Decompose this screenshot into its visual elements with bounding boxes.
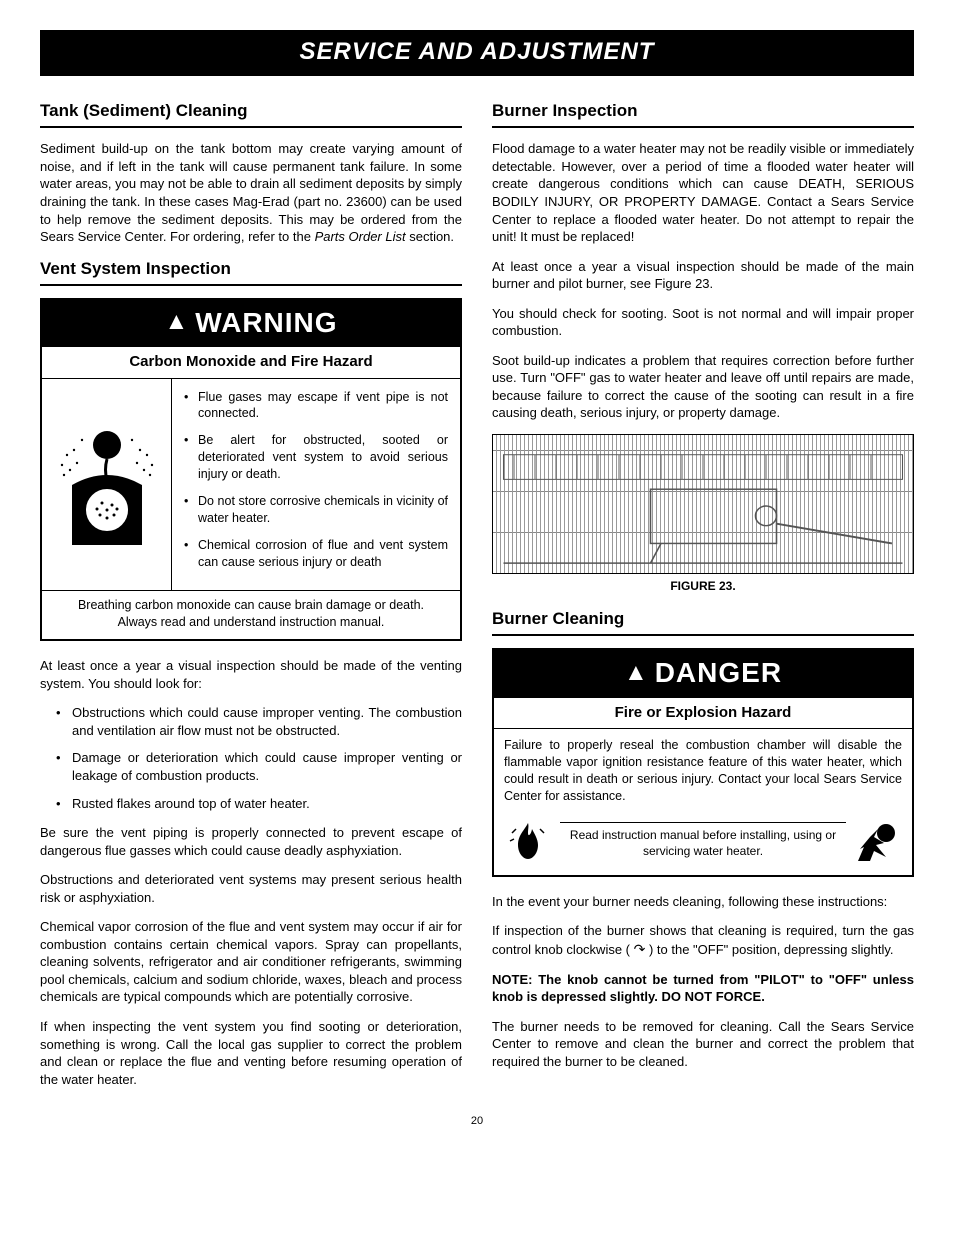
warning-bullet: Flue gases may escape if vent pipe is no… bbox=[184, 389, 448, 423]
danger-icon-row: Read instruction manual before installin… bbox=[494, 813, 912, 875]
inspection-bullet-list: Obstructions which could cause improper … bbox=[56, 704, 462, 812]
clockwise-arrow-icon: ↷ bbox=[634, 941, 646, 957]
danger-box: ▲DANGER Fire or Explosion Hazard Failure… bbox=[492, 648, 914, 877]
text: ) to the "OFF" position, depressing slig… bbox=[645, 942, 893, 957]
list-item: Obstructions which could cause improper … bbox=[56, 704, 462, 739]
danger-subtitle: Fire or Explosion Hazard bbox=[494, 698, 912, 729]
paragraph: If when inspecting the vent system you f… bbox=[40, 1018, 462, 1088]
carbon-monoxide-illustration bbox=[42, 379, 172, 591]
heading-vent-inspection: Vent System Inspection bbox=[40, 258, 462, 286]
figure-caption: FIGURE 23. bbox=[492, 578, 914, 594]
warning-bullet-list: Flue gases may escape if vent pipe is no… bbox=[172, 379, 460, 591]
paragraph: Chemical vapor corrosion of the flue and… bbox=[40, 918, 462, 1006]
list-item: Damage or deterioration which could caus… bbox=[56, 749, 462, 784]
figure-23-illustration bbox=[492, 434, 914, 574]
paragraph: In the event your burner needs cleaning,… bbox=[492, 893, 914, 911]
heading-tank-cleaning: Tank (Sediment) Cleaning bbox=[40, 100, 462, 128]
note-paragraph: NOTE: The knob cannot be turned from "PI… bbox=[492, 971, 914, 1006]
paragraph: If inspection of the burner shows that c… bbox=[492, 922, 914, 958]
warning-header: ▲WARNING bbox=[42, 300, 460, 348]
heading-burner-cleaning: Burner Cleaning bbox=[492, 608, 914, 636]
warning-bullet: Chemical corrosion of flue and vent syst… bbox=[184, 537, 448, 571]
warning-title: WARNING bbox=[195, 307, 337, 338]
page-number: 20 bbox=[40, 1114, 914, 1129]
paragraph: Be sure the vent piping is properly conn… bbox=[40, 824, 462, 859]
explosion-icon bbox=[854, 817, 902, 865]
warning-subtitle: Carbon Monoxide and Fire Hazard bbox=[42, 347, 460, 378]
paragraph: Flood damage to a water heater may not b… bbox=[492, 140, 914, 245]
danger-mid-text: Read instruction manual before installin… bbox=[560, 822, 846, 859]
danger-title: DANGER bbox=[655, 657, 782, 688]
paragraph: Sediment build-up on the tank bottom may… bbox=[40, 140, 462, 245]
paragraph: The burner needs to be removed for clean… bbox=[492, 1018, 914, 1071]
paragraph: You should check for sooting. Soot is no… bbox=[492, 305, 914, 340]
danger-body-text: Failure to properly reseal the combustio… bbox=[494, 729, 912, 813]
paragraph: At least once a year a visual inspection… bbox=[492, 258, 914, 293]
text: section. bbox=[406, 229, 454, 244]
list-item: Rusted flakes around top of water heater… bbox=[56, 795, 462, 813]
paragraph: Soot build-up indicates a problem that r… bbox=[492, 352, 914, 422]
heading-burner-inspection: Burner Inspection bbox=[492, 100, 914, 128]
warning-bullet: Do not store corrosive chemicals in vici… bbox=[184, 493, 448, 527]
warning-triangle-icon: ▲ bbox=[164, 306, 189, 338]
paragraph: Obstructions and deteriorated vent syste… bbox=[40, 871, 462, 906]
left-column: Tank (Sediment) Cleaning Sediment build-… bbox=[40, 94, 462, 1100]
flame-icon bbox=[504, 817, 552, 865]
right-column: Burner Inspection Flood damage to a wate… bbox=[492, 94, 914, 1100]
warning-box: ▲WARNING Carbon Monoxide and Fire Hazard bbox=[40, 298, 462, 642]
text-italic: Parts Order List bbox=[315, 229, 406, 244]
danger-triangle-icon: ▲ bbox=[624, 657, 649, 689]
paragraph: At least once a year a visual inspection… bbox=[40, 657, 462, 692]
two-column-layout: Tank (Sediment) Cleaning Sediment build-… bbox=[40, 94, 914, 1100]
danger-header: ▲DANGER bbox=[494, 650, 912, 698]
warning-body: Flue gases may escape if vent pipe is no… bbox=[42, 379, 460, 592]
warning-bullet: Be alert for obstructed, sooted or deter… bbox=[184, 432, 448, 483]
warning-footer: Breathing carbon monoxide can cause brai… bbox=[42, 591, 460, 639]
page-banner: SERVICE AND ADJUSTMENT bbox=[40, 30, 914, 76]
